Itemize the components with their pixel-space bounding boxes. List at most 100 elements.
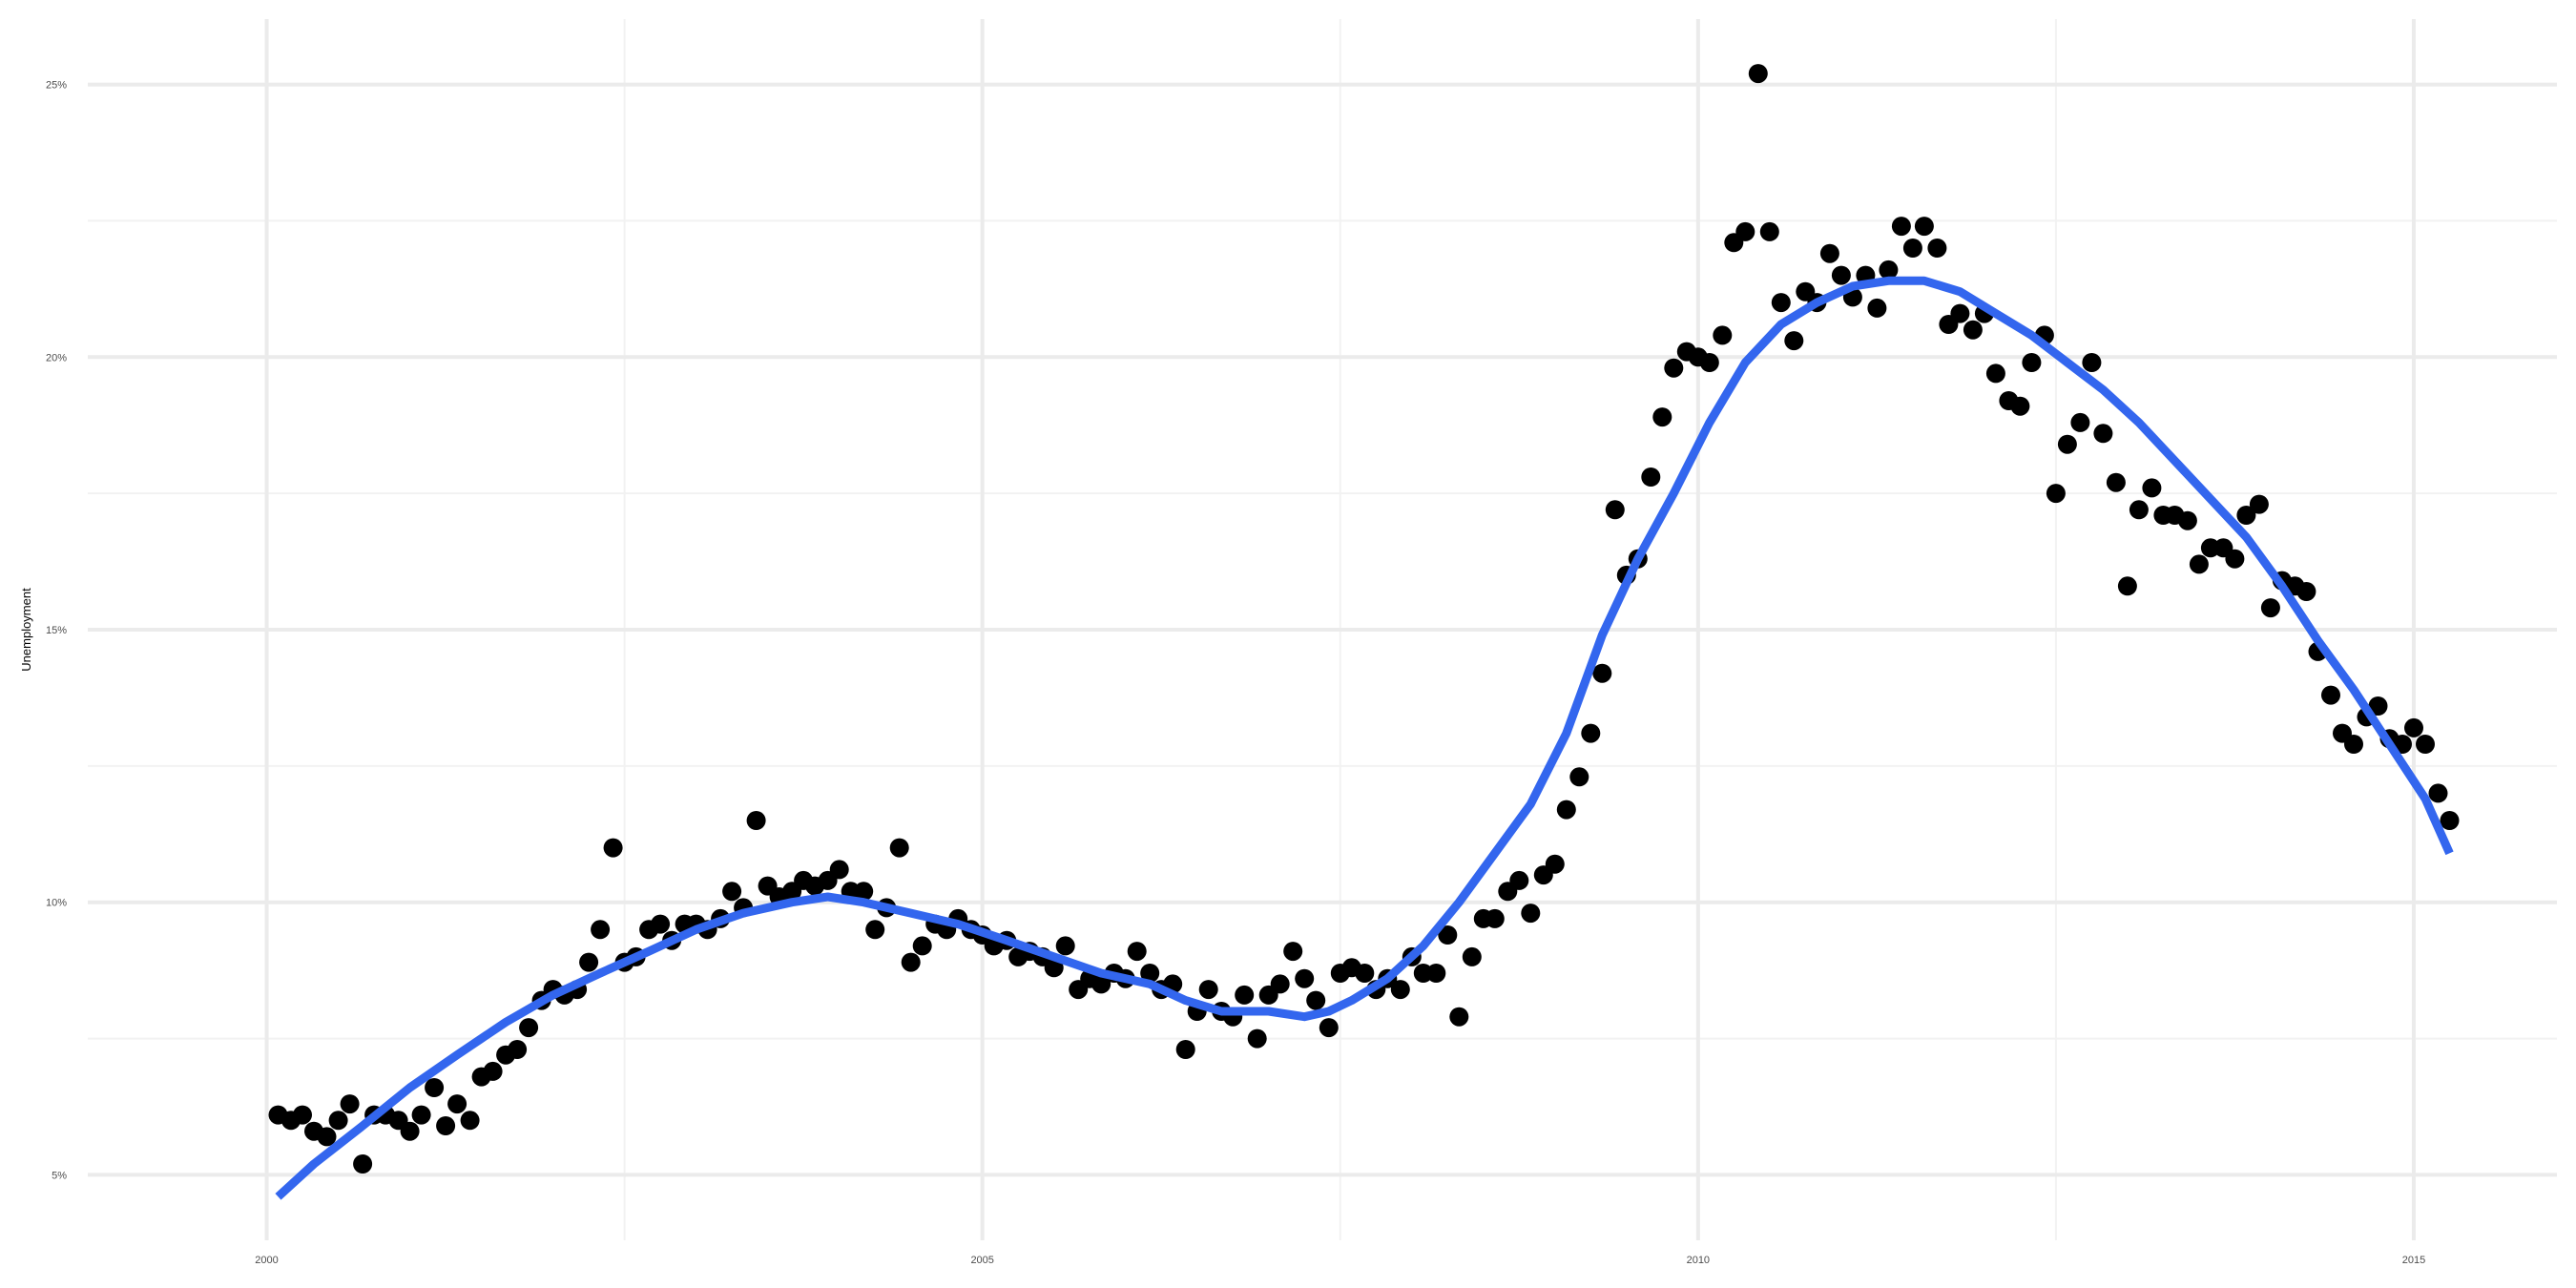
y-axis-ticks: 5% 10% 15% 20% 25% (46, 80, 67, 1182)
data-point (1247, 1028, 1267, 1049)
data-point (829, 860, 849, 880)
data-point (2106, 472, 2126, 492)
data-point (1140, 964, 1160, 983)
data-point (1270, 974, 1290, 994)
data-point (340, 1094, 360, 1114)
data-point (1438, 925, 1458, 945)
data-point (1235, 985, 1255, 1005)
data-point (2070, 412, 2090, 432)
data-point (2249, 494, 2269, 514)
x-tick-label: 2015 (2402, 1255, 2425, 1266)
trend-line (275, 276, 2454, 1200)
data-point (1735, 221, 1755, 241)
data-point (328, 1111, 348, 1131)
data-point (2022, 353, 2042, 372)
data-point (1902, 239, 1922, 258)
y-axis-title: Unemployment (19, 588, 33, 672)
data-point (460, 1111, 480, 1131)
data-point (2082, 353, 2102, 372)
data-point (353, 1154, 373, 1174)
y-tick-label: 20% (46, 352, 67, 364)
data-point (2368, 696, 2388, 716)
data-point (2010, 396, 2030, 416)
data-point (651, 914, 671, 934)
data-point (411, 1105, 431, 1125)
data-point (1867, 298, 1887, 318)
data-point (854, 882, 874, 902)
data-point (1556, 800, 1576, 820)
x-axis-ticks: 2000 2005 2010 2015 (255, 1255, 2425, 1266)
x-tick-label: 2010 (1687, 1255, 1710, 1266)
y-tick-label: 5% (52, 1170, 67, 1181)
data-point (1927, 239, 1947, 258)
data-point (1985, 364, 2005, 384)
data-point (2177, 510, 2197, 530)
data-point (2046, 484, 2066, 504)
y-tick-label: 15% (46, 625, 67, 636)
data-point (483, 1061, 503, 1081)
data-point (2236, 506, 2256, 525)
data-point (2428, 783, 2448, 803)
data-point (2260, 598, 2280, 618)
data-point (1713, 325, 1733, 345)
data-point (901, 952, 921, 972)
data-point (722, 882, 742, 902)
y-tick-label: 10% (46, 898, 67, 909)
data-point (591, 920, 611, 940)
data-point (1831, 265, 1851, 285)
data-point (1319, 1018, 1339, 1038)
data-point (425, 1078, 445, 1097)
x-tick-label: 2005 (970, 1255, 993, 1266)
data-point (1652, 407, 1672, 427)
data-point (1426, 964, 1446, 983)
data-point (1127, 942, 1147, 962)
data-point (2404, 717, 2423, 737)
data-point (1748, 64, 1768, 84)
data-point (912, 936, 932, 956)
data-point (519, 1018, 539, 1038)
data-point (2416, 735, 2435, 754)
data-point (1914, 217, 1934, 237)
data-point (865, 920, 885, 940)
data-point (1462, 946, 1482, 966)
data-point (1784, 331, 1804, 351)
data-point (1175, 1040, 1195, 1059)
data-point (1449, 1007, 1469, 1027)
data-point (436, 1116, 456, 1135)
data-point (317, 1127, 337, 1147)
data-point (579, 952, 599, 972)
data-point (2117, 576, 2137, 596)
data-point (603, 838, 623, 858)
data-point (1198, 980, 1218, 1000)
data-point (508, 1040, 528, 1059)
data-point (1283, 942, 1303, 962)
grid (88, 19, 2557, 1240)
data-points (268, 64, 2460, 1174)
data-point (1891, 217, 1911, 237)
data-point (2344, 735, 2363, 754)
data-point (1306, 990, 1326, 1010)
data-point (2189, 554, 2209, 574)
data-point (2057, 434, 2077, 454)
data-point (293, 1105, 312, 1125)
data-point (1091, 974, 1111, 994)
data-point (1295, 968, 1315, 988)
data-point (400, 1121, 420, 1141)
data-point (1055, 936, 1075, 956)
data-point (1509, 870, 1529, 890)
data-point (1581, 723, 1601, 743)
data-point (1521, 904, 1541, 924)
data-point (1605, 500, 1625, 520)
data-point (1759, 221, 1779, 241)
data-point (2321, 685, 2340, 705)
data-point (1699, 353, 1719, 372)
data-point (1664, 358, 1684, 378)
x-tick-label: 2000 (255, 1255, 278, 1266)
data-point (1390, 980, 1410, 1000)
data-point (1485, 908, 1505, 928)
data-point (2093, 424, 2113, 444)
data-point (2129, 500, 2149, 520)
data-point (1355, 964, 1375, 983)
